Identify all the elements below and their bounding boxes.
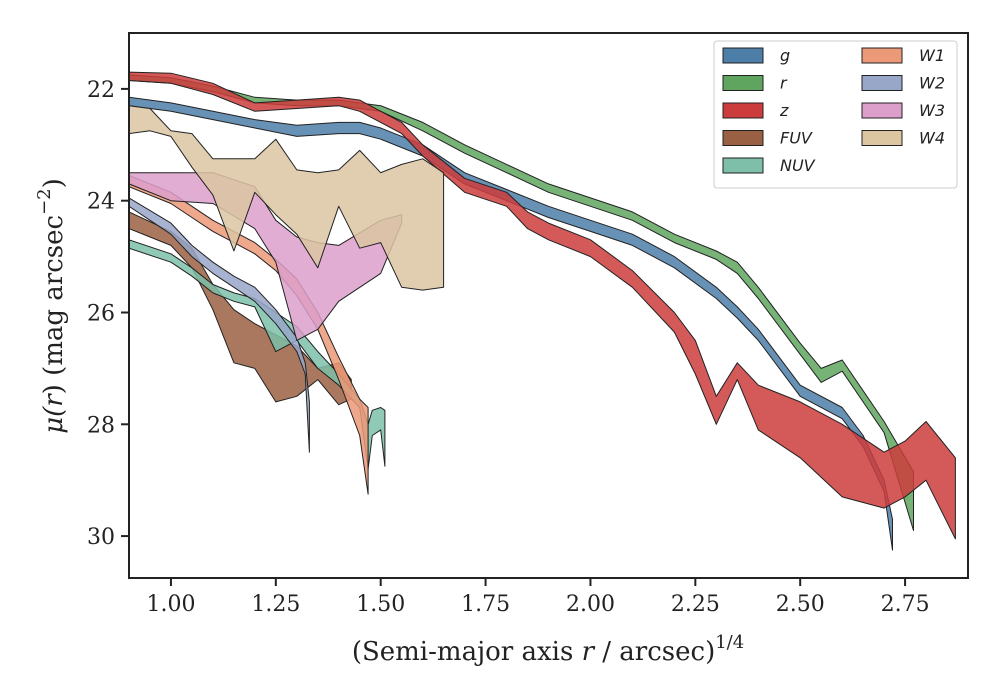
legend-label-z: z: [779, 101, 789, 120]
y-axis-label-prefix: μ(: [39, 406, 69, 434]
x-tick-label: 1.50: [356, 592, 405, 617]
legend-label-w4: W4: [919, 129, 945, 148]
legend-label-w3: W3: [919, 101, 945, 120]
legend-label-nuv: NUV: [780, 156, 816, 175]
legend-swatch-w3: [861, 102, 903, 119]
x-axis-label: (Semi-major axis r / arcsec)1/4: [352, 632, 744, 667]
plot-frame: [128, 32, 969, 579]
y-tick-label: 22: [87, 78, 115, 103]
y-axis-label-end: ): [39, 178, 69, 188]
series-bands: [129, 71, 956, 551]
y-tick-label: 24: [87, 190, 115, 215]
x-axis-label-var: r: [582, 637, 596, 667]
legend-label-w1: W1: [919, 46, 945, 65]
x-tick-label: 1.25: [251, 592, 300, 617]
legend-label-r: r: [780, 74, 788, 93]
legend: grz FUV NUV W1 W2 W3 W4: [713, 40, 958, 189]
y-axis-label-suffix: ) (mag arcsec: [39, 215, 69, 394]
y-axis: 22 24 26 28 30: [87, 78, 129, 550]
series-band-w4: [129, 105, 445, 291]
x-axis-label-exponent: 1/4: [715, 632, 744, 653]
legend-swatch-g: [722, 47, 764, 64]
x-tick-label: 1.75: [461, 592, 510, 617]
legend-swatch-w4: [861, 130, 903, 146]
x-tick-label: 2.50: [776, 592, 825, 617]
x-tick-label: 2.25: [671, 592, 720, 617]
y-axis-label-exponent: −2: [34, 188, 55, 215]
series-band-w2: [129, 197, 310, 453]
legend-label-w2: W2: [919, 74, 945, 93]
x-axis-label-prefix: (Semi-major axis: [352, 637, 582, 667]
legend-swatch-nuv: [722, 157, 764, 174]
legend-swatch-r: [722, 75, 764, 91]
legend-swatch-z: [722, 102, 764, 119]
legend-swatch-fuv: [722, 130, 764, 146]
series-band-r: [129, 74, 914, 531]
x-tick-label: 1.00: [146, 592, 195, 617]
x-axis: 1.00 1.25 1.50 1.75 2.00 2.25 2.50 2.75: [146, 578, 930, 617]
y-tick-label: 28: [87, 413, 115, 438]
x-tick-label: 2.00: [566, 592, 615, 617]
legend-swatch-w2: [861, 75, 903, 91]
y-tick-label: 30: [87, 525, 115, 550]
y-axis-label: μ(r) (mag arcsec−2): [34, 178, 69, 434]
y-tick-label: 26: [87, 301, 115, 326]
legend-swatch-w1: [861, 47, 903, 64]
legend-label-g: g: [780, 46, 790, 65]
legend-label-fuv: FUV: [780, 129, 813, 148]
x-tick-label: 2.75: [881, 592, 930, 617]
y-axis-label-var: r: [39, 393, 69, 407]
series-band-z: [129, 71, 956, 540]
x-axis-label-suffix: / arcsec): [594, 637, 715, 667]
